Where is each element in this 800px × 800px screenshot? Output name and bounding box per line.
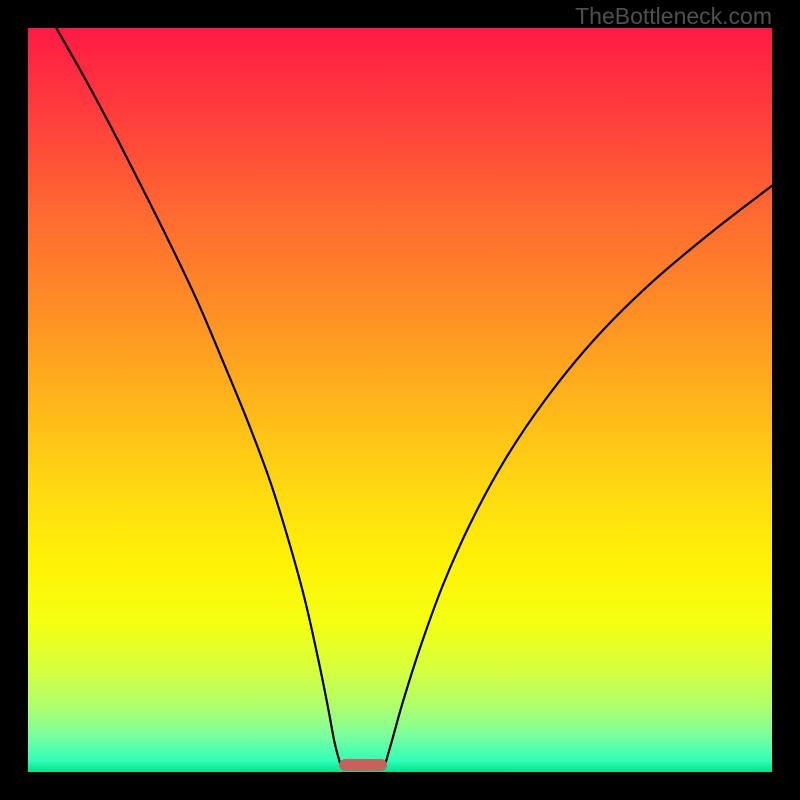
chart-container: { "canvas": { "width": 800, "height": 80… (0, 0, 800, 800)
curve-svg (28, 28, 772, 772)
watermark-text: TheBottleneck.com (575, 3, 772, 30)
plot-area (28, 28, 772, 772)
minimum-marker (339, 759, 387, 771)
curve-left-branch (56, 28, 340, 765)
curve-right-branch (385, 186, 772, 765)
